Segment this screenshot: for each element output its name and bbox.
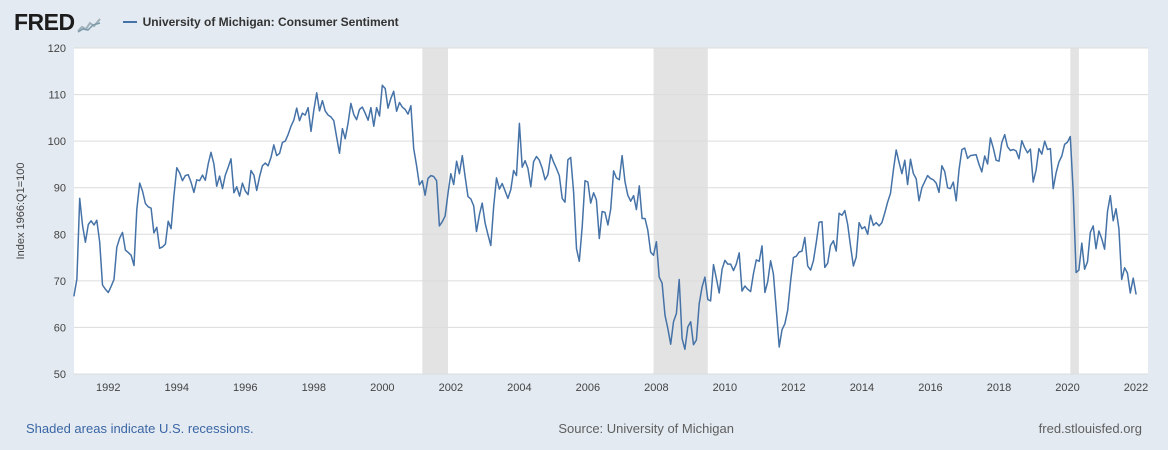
chart-header: FRED University of Michigan: Consumer Se… xyxy=(14,8,1154,36)
legend-label: University of Michigan: Consumer Sentime… xyxy=(142,15,399,29)
x-tick-label: 2002 xyxy=(439,382,463,394)
y-tick-label: 50 xyxy=(54,369,66,381)
x-tick-label: 2018 xyxy=(987,382,1011,394)
chart-area: 50 60 70 80 90 100 110 120 1992 1994 1996 1998 2000 2… xyxy=(10,42,1158,405)
x-tick-label: 2004 xyxy=(507,382,531,394)
x-tick-label: 2022 xyxy=(1124,382,1148,394)
x-tick-label: 1998 xyxy=(302,382,326,394)
y-tick-label: 120 xyxy=(48,43,66,55)
x-tick-label: 1992 xyxy=(96,382,120,394)
x-tick-label: 1994 xyxy=(165,382,189,394)
recession-note-link[interactable]: Shaded areas indicate U.S. recessions. xyxy=(26,421,254,436)
fred-site-link[interactable]: fred.stlouisfed.org xyxy=(1038,421,1142,436)
x-tick-label: 2000 xyxy=(370,382,394,394)
consumer-sentiment-line-chart[interactable]: 50 60 70 80 90 100 110 120 1992 1994 1996 1998 2000 2… xyxy=(10,42,1158,400)
source-note: Source: University of Michigan xyxy=(558,421,734,436)
y-tick-label: 80 xyxy=(54,229,66,241)
fred-logo: FRED xyxy=(14,9,101,36)
x-tick-label: 2014 xyxy=(850,382,874,394)
legend-line-swatch xyxy=(122,21,137,23)
x-tick-label: 2008 xyxy=(644,382,668,394)
fred-logo-text: FRED xyxy=(14,8,75,35)
x-tick-label: 1996 xyxy=(233,382,257,394)
legend: University of Michigan: Consumer Sentime… xyxy=(122,15,399,29)
y-tick-label: 100 xyxy=(48,136,66,148)
chart-footer: Shaded areas indicate U.S. recessions. S… xyxy=(26,421,1142,436)
y-tick-label: 60 xyxy=(54,322,66,334)
sentiment-series-line xyxy=(73,84,1137,351)
x-tick-label: 2020 xyxy=(1055,382,1079,394)
x-tick-label: 2010 xyxy=(713,382,737,394)
y-tick-label: 70 xyxy=(54,276,66,288)
y-axis-title: Index 1966:Q1=100 xyxy=(15,163,27,260)
x-tick-label: 2006 xyxy=(576,382,600,394)
x-tick-label: 2012 xyxy=(781,382,805,394)
y-tick-label: 110 xyxy=(48,90,66,102)
y-tick-label: 90 xyxy=(54,183,66,195)
recession-band xyxy=(422,48,448,374)
recession-band xyxy=(653,48,708,374)
x-tick-label: 2016 xyxy=(918,382,942,394)
fred-sparkline-icon xyxy=(76,17,101,33)
